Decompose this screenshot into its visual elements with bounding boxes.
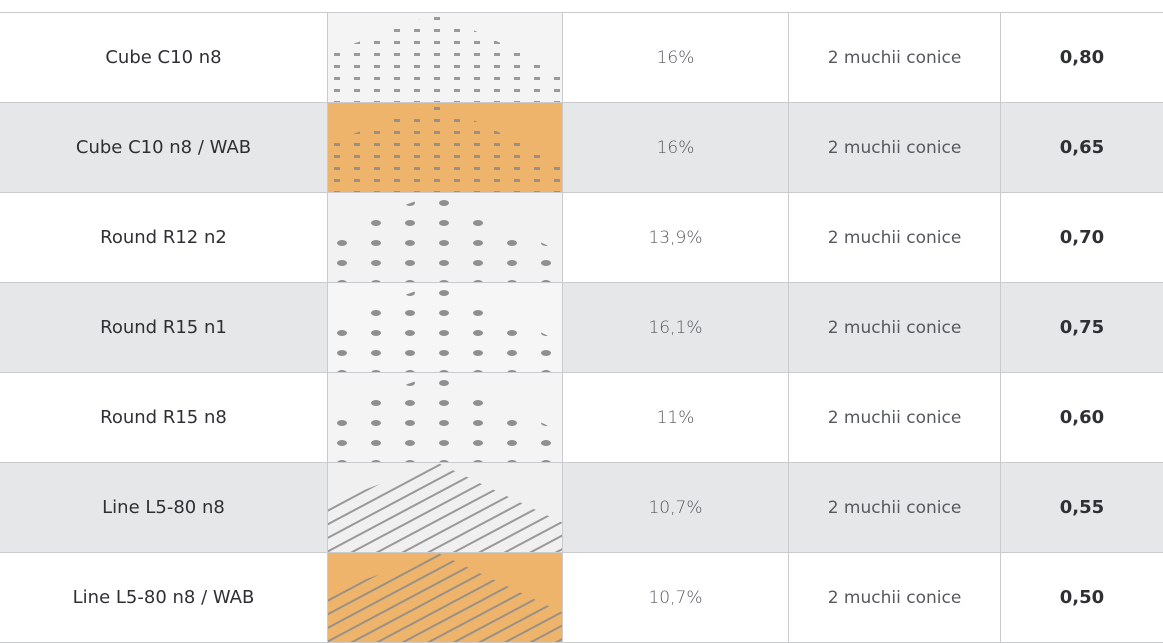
product-image — [327, 103, 562, 192]
product-image — [327, 13, 562, 102]
texture — [328, 373, 562, 462]
product-image — [327, 553, 562, 642]
product-image — [327, 193, 562, 282]
texture — [328, 553, 562, 642]
coefficient: 0,70 — [1000, 193, 1163, 282]
edge-type: 2 muchii conice — [788, 463, 1000, 552]
texture — [328, 463, 562, 552]
perforation: 16,1% — [562, 283, 788, 372]
product-name: Cube C10 n8 — [0, 13, 327, 102]
texture — [328, 193, 562, 282]
perforation: 13,9% — [562, 193, 788, 282]
coefficient: 0,60 — [1000, 373, 1163, 462]
product-name: Round R15 n8 — [0, 373, 327, 462]
edge-type: 2 muchii conice — [788, 13, 1000, 102]
perforation: 16% — [562, 103, 788, 192]
product-name: Line L5-80 n8 / WAB — [0, 553, 327, 642]
perforation: 10,7% — [562, 553, 788, 642]
product-name: Round R15 n1 — [0, 283, 327, 372]
page: Cube C10 n816%2 muchii conice0,80Cube C1… — [0, 0, 1163, 642]
texture — [328, 103, 562, 192]
coefficient: 0,80 — [1000, 13, 1163, 102]
edge-type: 2 muchii conice — [788, 283, 1000, 372]
coefficient: 0,75 — [1000, 283, 1163, 372]
perforation: 11% — [562, 373, 788, 462]
edge-type: 2 muchii conice — [788, 553, 1000, 642]
product-name: Line L5-80 n8 — [0, 463, 327, 552]
product-image — [327, 283, 562, 372]
texture — [328, 13, 562, 102]
product-image — [327, 373, 562, 462]
coefficient: 0,65 — [1000, 103, 1163, 192]
product-name: Cube C10 n8 / WAB — [0, 103, 327, 192]
edge-type: 2 muchii conice — [788, 373, 1000, 462]
coefficient: 0,55 — [1000, 463, 1163, 552]
product-name: Round R12 n2 — [0, 193, 327, 282]
edge-type: 2 muchii conice — [788, 193, 1000, 282]
coefficient: 0,50 — [1000, 553, 1163, 642]
texture — [328, 283, 562, 372]
product-image — [327, 463, 562, 552]
edge-type: 2 muchii conice — [788, 103, 1000, 192]
perforation: 10,7% — [562, 463, 788, 552]
perforation: 16% — [562, 13, 788, 102]
